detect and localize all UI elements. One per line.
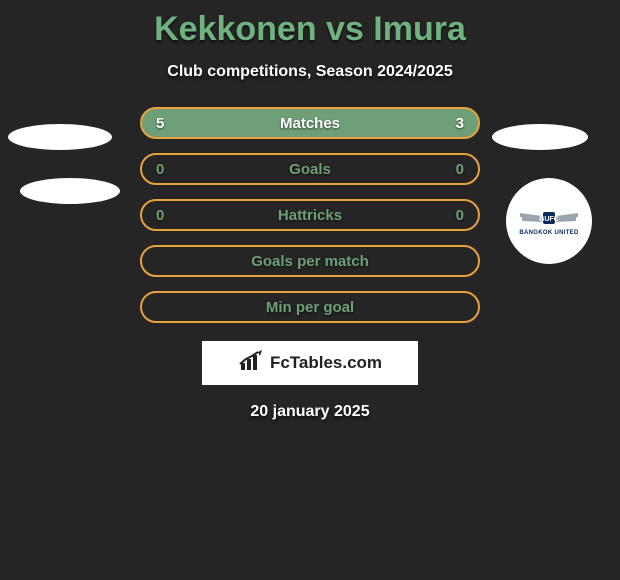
stat-right-value: 3: [456, 115, 464, 132]
stat-label: Hattricks: [142, 207, 478, 224]
wings-icon: BUFC: [518, 207, 580, 227]
stat-label: Goals: [142, 161, 478, 178]
fctables-logo[interactable]: FcTables.com: [202, 341, 418, 385]
svg-text:BUFC: BUFC: [539, 216, 558, 223]
left-ellipse-1: [8, 124, 112, 150]
fctables-label: FcTables.com: [270, 353, 382, 373]
stat-right-value: 0: [456, 207, 464, 224]
stat-row-matches: 5 Matches 3: [140, 107, 480, 139]
stat-left-value: 5: [156, 115, 164, 132]
stat-row-min-per-goal: Min per goal: [140, 291, 480, 323]
stat-label: Min per goal: [142, 299, 478, 316]
page-title: Kekkonen vs Imura: [0, 0, 620, 49]
stat-row-goals-per-match: Goals per match: [140, 245, 480, 277]
club-badge-right: BUFC BANGKOK UNITED: [506, 178, 592, 264]
right-ellipse-1: [492, 124, 588, 150]
stat-left-value: 0: [156, 207, 164, 224]
chart-icon: [238, 350, 264, 377]
left-ellipse-2: [20, 178, 120, 204]
stat-row-goals: 0 Goals 0: [140, 153, 480, 185]
club-badge-name: BANGKOK UNITED: [519, 230, 578, 236]
subtitle: Club competitions, Season 2024/2025: [0, 63, 620, 81]
date-label: 20 january 2025: [0, 403, 620, 421]
stat-right-value: 0: [456, 161, 464, 178]
stat-row-hattricks: 0 Hattricks 0: [140, 199, 480, 231]
stat-label: Goals per match: [142, 253, 478, 270]
stat-left-value: 0: [156, 161, 164, 178]
stat-label: Matches: [142, 115, 478, 132]
